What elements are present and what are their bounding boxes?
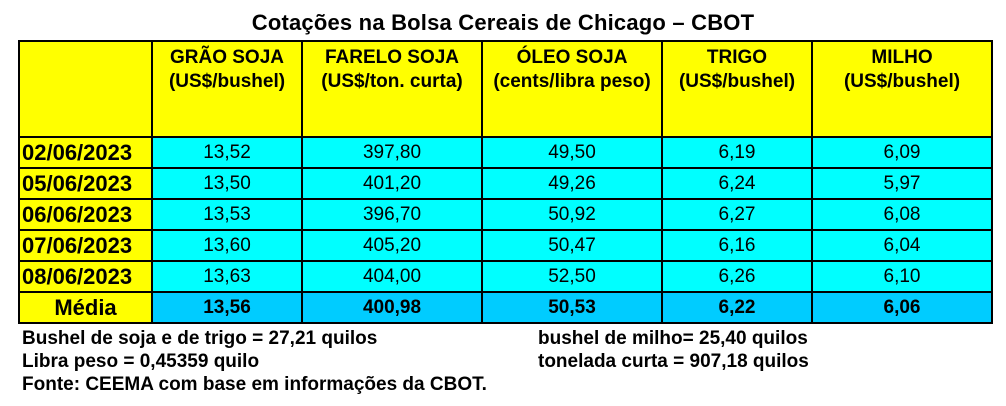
- header-oleo-soja: ÓLEO SOJA (cents/libra peso): [481, 40, 663, 138]
- table-row: 02/06/2023 13,52 397,80 49,50 6,19 6,09: [18, 136, 993, 169]
- cell-oleo-soja: 49,26: [481, 167, 663, 200]
- row-date: 05/06/2023: [18, 167, 153, 200]
- source-note: Fonte: CEEMA com base em informações da …: [22, 374, 487, 395]
- header-milho: MILHO (US$/bushel): [811, 40, 993, 138]
- cell-grao-soja: 13,53: [151, 198, 303, 231]
- table-row: 08/06/2023 13,63 404,00 52,50 6,26 6,10: [18, 260, 993, 293]
- cell-trigo: 6,26: [661, 260, 813, 293]
- cell-milho: 6,10: [811, 260, 993, 293]
- cell-trigo: 6,27: [661, 198, 813, 231]
- cell-oleo-soja: 52,50: [481, 260, 663, 293]
- cell-grao-soja: 13,50: [151, 167, 303, 200]
- note-bushel-soja-trigo: Bushel de soja e de trigo = 27,21 quilos: [22, 328, 378, 349]
- cell-milho: 6,08: [811, 198, 993, 231]
- cell-farelo-soja: 401,20: [301, 167, 483, 200]
- cell-grao-soja: 13,52: [151, 136, 303, 169]
- row-date: 08/06/2023: [18, 260, 153, 293]
- table-row: 05/06/2023 13,50 401,20 49,26 6,24 5,97: [18, 167, 993, 200]
- header-row: GRÃO SOJA (US$/bushel) FARELO SOJA (US$/to…: [18, 40, 993, 138]
- header-corner: [18, 40, 153, 138]
- cell-grao-soja: 13,60: [151, 229, 303, 262]
- cell-milho: 6,04: [811, 229, 993, 262]
- cell-oleo-soja: 50,92: [481, 198, 663, 231]
- header-trigo: TRIGO (US$/bushel): [661, 40, 813, 138]
- cell-trigo: 6,19: [661, 136, 813, 169]
- table-row: 06/06/2023 13,53 396,70 50,92 6,27 6,08: [18, 198, 993, 231]
- average-milho: 6,06: [811, 291, 993, 324]
- cell-milho: 5,97: [811, 167, 993, 200]
- row-date: 02/06/2023: [18, 136, 153, 169]
- average-grao-soja: 13,56: [151, 291, 303, 324]
- average-label: Média: [18, 291, 153, 324]
- cell-farelo-soja: 396,70: [301, 198, 483, 231]
- note-libra-peso: Libra peso = 0,45359 quilo: [22, 351, 260, 372]
- header-grao-soja: GRÃO SOJA (US$/bushel): [151, 40, 303, 138]
- average-trigo: 6,22: [661, 291, 813, 324]
- header-farelo-soja: FARELO SOJA (US$/ton. curta): [301, 40, 483, 138]
- row-date: 07/06/2023: [18, 229, 153, 262]
- cell-trigo: 6,16: [661, 229, 813, 262]
- cell-oleo-soja: 49,50: [481, 136, 663, 169]
- note-tonelada-curta: tonelada curta = 907,18 quilos: [538, 351, 809, 372]
- cell-farelo-soja: 404,00: [301, 260, 483, 293]
- cell-oleo-soja: 50,47: [481, 229, 663, 262]
- row-date: 06/06/2023: [18, 198, 153, 231]
- average-row: Média 13,56 400,98 50,53 6,22 6,06: [18, 291, 993, 324]
- quotes-table: GRÃO SOJA (US$/bushel) FARELO SOJA (US$/to…: [18, 40, 993, 324]
- cell-grao-soja: 13,63: [151, 260, 303, 293]
- cell-trigo: 6,24: [661, 167, 813, 200]
- note-bushel-milho: bushel de milho= 25,40 quilos: [538, 328, 808, 349]
- average-farelo-soja: 400,98: [301, 291, 483, 324]
- table-row: 07/06/2023 13,60 405,20 50,47 6,16 6,04: [18, 229, 993, 262]
- average-oleo-soja: 50,53: [481, 291, 663, 324]
- cell-milho: 6,09: [811, 136, 993, 169]
- table-title: Cotações na Bolsa Cereais de Chicago – C…: [251, 10, 755, 35]
- cell-farelo-soja: 397,80: [301, 136, 483, 169]
- cell-farelo-soja: 405,20: [301, 229, 483, 262]
